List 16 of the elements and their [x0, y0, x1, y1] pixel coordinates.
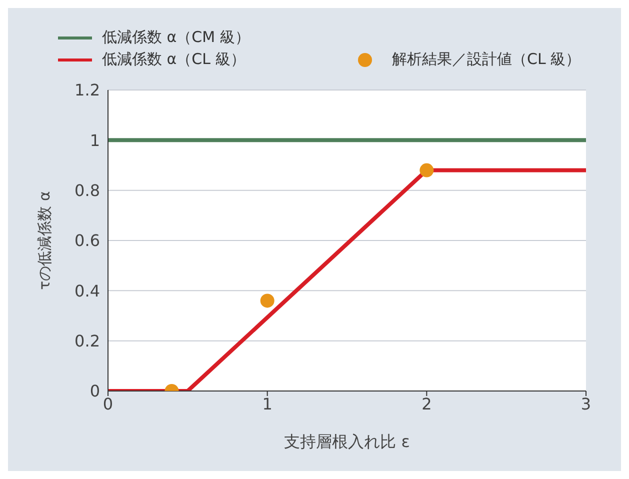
y-tick-label: 0.8	[74, 181, 100, 200]
y-tick-label: 1.2	[74, 80, 100, 100]
x-axis-title: 支持層根入れ比 ε	[284, 432, 410, 451]
y-tick-label: 0.2	[74, 332, 100, 351]
y-tick-label: 0.4	[74, 281, 100, 300]
y-tick-label: 1	[90, 130, 100, 150]
y-axis-title: τの低減係数 α	[35, 191, 54, 290]
y-tick-label: 0.6	[74, 231, 100, 250]
legend-label: 低減係数 α（CM 級）	[102, 28, 250, 47]
x-tick-label: 2	[422, 394, 432, 414]
x-tick-label: 0	[102, 394, 114, 414]
legend-label: 解析結果／設計値（CL 級）	[392, 50, 581, 69]
legend-label: 低減係数 α（CL 級）	[102, 50, 246, 69]
y-tick-label: 0	[90, 382, 100, 401]
x-tick-label: 3	[580, 394, 592, 414]
x-tick-label: 1	[262, 394, 272, 414]
